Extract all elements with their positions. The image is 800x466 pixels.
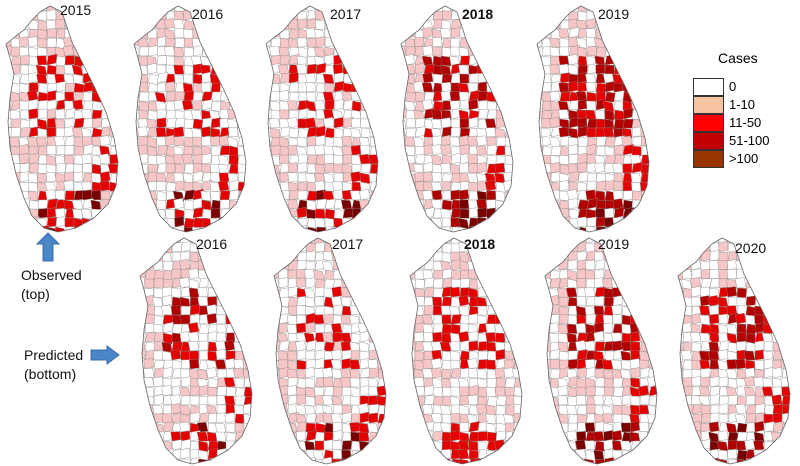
year-label-predicted-2018: 2018	[464, 236, 496, 252]
year-label-observed-2017: 2017	[330, 6, 362, 22]
map-predicted-2017	[270, 234, 392, 466]
predicted-label-line2: (bottom)	[24, 366, 77, 382]
legend-item-2: 11-50	[693, 114, 783, 132]
map-observed-2017	[262, 2, 384, 234]
legend-label-0: 0	[729, 79, 737, 94]
predicted-label-line1: Predicted	[24, 347, 84, 363]
map-predicted-2018	[406, 234, 528, 466]
observed-label-line2: (top)	[21, 286, 50, 302]
legend-item-3: 51-100	[693, 132, 783, 150]
up-arrow-icon	[36, 232, 60, 262]
year-label-observed-2019: 2019	[598, 6, 630, 22]
year-label-predicted-2019: 2019	[598, 236, 630, 252]
legend-item-0: 0	[693, 78, 783, 96]
observed-label: Observed (top)	[21, 266, 82, 304]
legend-label-1: 1-10	[729, 97, 756, 112]
legend-swatch-1	[693, 96, 724, 114]
right-arrow-icon	[90, 345, 120, 365]
year-label-observed-2016: 2016	[192, 6, 224, 22]
year-label-observed-2015: 2015	[60, 2, 92, 18]
map-observed-2019	[533, 2, 655, 234]
year-label-predicted-2020: 2020	[735, 240, 767, 256]
legend-swatch-4	[693, 150, 724, 168]
map-observed-2018	[397, 2, 519, 234]
legend-item-4: >100	[693, 150, 783, 168]
predicted-label: Predicted (bottom)	[24, 346, 83, 384]
map-predicted-2020	[674, 234, 796, 466]
legend-item-1: 1-10	[693, 96, 783, 114]
map-observed-2016	[130, 2, 252, 234]
legend-swatch-0	[693, 78, 724, 96]
map-observed-2015	[2, 2, 124, 234]
legend-swatch-3	[693, 132, 724, 150]
year-label-predicted-2016: 2016	[196, 236, 228, 252]
legend-title: Cases	[718, 50, 758, 66]
legend-label-3: 51-100	[729, 133, 770, 148]
observed-label-line1: Observed	[21, 267, 82, 283]
legend-swatch-2	[693, 114, 724, 132]
legend-label-2: 11-50	[729, 115, 762, 130]
year-label-observed-2018: 2018	[462, 6, 494, 22]
year-label-predicted-2017: 2017	[332, 236, 364, 252]
map-predicted-2016	[136, 234, 258, 466]
map-predicted-2019	[541, 234, 663, 466]
legend-label-4: >100	[729, 151, 759, 166]
